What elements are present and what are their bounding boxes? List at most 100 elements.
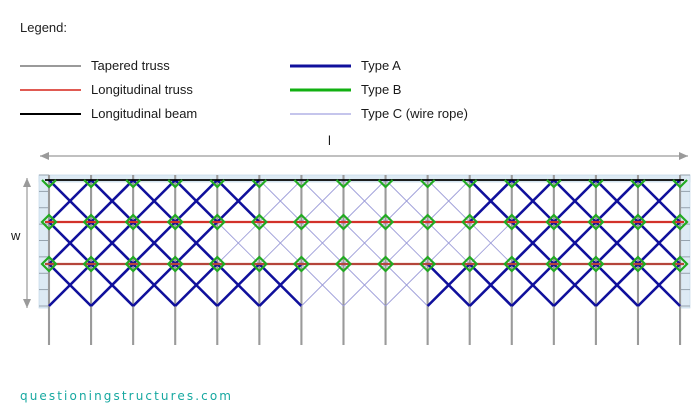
legend-title: Legend: [20,20,67,35]
type-b-node [377,255,395,273]
type-a-diagonal [48,179,92,223]
type-b-node [461,179,478,189]
type-c-diagonal [427,179,471,223]
type-a-diagonal [552,263,597,307]
legend-item-type-b: Type B [290,78,468,102]
type-b-node [208,213,226,231]
legend-column-right: Type A Type B Type C (wire rope) [290,54,468,126]
type-b-node [83,179,99,189]
type-c-diagonal [427,221,471,265]
type-a-diagonal [510,179,555,223]
type-a-diagonal [174,263,219,307]
type-a-diagonal [552,221,597,265]
deck-band-top [38,174,691,183]
type-a-diagonal [90,221,135,265]
type-b-node [167,179,183,189]
type-b-node [503,255,521,273]
type-b-node [166,255,184,273]
watermark: questioningstructures.com [20,389,234,403]
type-b-node [293,179,310,189]
type-b-node [124,255,142,273]
legend-item-type-a: Type A [290,54,468,78]
legend-label: Type A [361,58,401,73]
type-a-diagonal [468,263,513,307]
dimension-arrow-width-head-bottom [23,299,31,308]
type-b-node [250,255,268,273]
type-b-node [419,213,437,231]
legend-label: Tapered truss [91,58,170,73]
type-b-node [672,179,688,189]
type-b-node [588,179,604,189]
type-c-diagonal [343,221,386,265]
truss-svg-canvas [23,152,691,345]
type-a-diagonal [258,263,303,307]
type-b-node [377,179,394,189]
type-c-diagonal [385,221,428,265]
dimension-arrow-length-head-right [679,152,688,160]
truss-elevation-diagram [0,125,700,360]
type-b-node [292,213,310,231]
legend-item-longitudinal-truss: Longitudinal truss [20,78,197,102]
type-a-diagonal [510,263,555,307]
type-c-diagonal [259,179,302,223]
type-b-node [208,255,226,273]
type-a-diagonal [637,179,681,223]
type-b-node [41,179,57,189]
legend-label: Longitudinal beam [91,106,198,121]
type-b-node [292,255,310,273]
type-a-diagonal [132,221,177,265]
type-b-node [587,213,605,231]
type-b-node [503,213,521,231]
type-b-node [125,179,141,189]
type-b-node [671,213,689,231]
type-b-node [629,213,647,231]
type-b-node [334,213,353,231]
type-c-diagonal [301,221,344,265]
type-b-node [461,255,479,273]
type-c-diagonal [216,221,260,265]
type-b-node [82,255,100,273]
type-b-node [545,213,563,231]
type-a-diagonal [637,221,681,265]
type-a-diagonal [90,263,135,307]
type-a-diagonal [552,179,597,223]
type-b-node [419,179,436,189]
type-b-node [124,213,142,231]
dimension-arrow-width-head-top [23,178,31,187]
type-a-diagonal [594,263,639,307]
type-b-node [40,213,58,231]
type-b-node [545,255,563,273]
dimension-label-length: l [328,133,331,148]
type-a-diagonal [216,179,261,223]
type-b-node [250,213,268,231]
deck-band-right [679,174,691,309]
type-b-node [40,255,58,273]
legend-column-left: Tapered truss Longitudinal truss Longitu… [20,54,197,126]
dimension-label-width: w [11,228,21,243]
type-b-node [251,179,268,189]
type-b-node [335,179,352,189]
legend-label: Type B [361,82,402,97]
type-b-node [629,255,647,273]
type-c-diagonal [385,263,428,307]
type-a-diagonal [216,263,261,307]
type-a-diagonal [174,221,219,265]
type-a-diagonal [90,179,135,223]
type-b-node [334,255,353,273]
type-b-node [587,255,605,273]
type-b-node [166,213,184,231]
type-c-diagonal [343,179,386,223]
type-a-diagonal [594,179,639,223]
type-a-diagonal [637,263,681,307]
type-c-diagonal [385,179,428,223]
type-a-diagonal [426,263,471,307]
type-b-node [461,213,479,231]
type-b-node [419,255,437,273]
type-a-diagonal [48,221,92,265]
type-c-diagonal [343,263,386,307]
type-b-node [82,213,100,231]
dimension-arrow-length-head-left [40,152,49,160]
deck-band-left [38,174,50,309]
legend-item-longitudinal-beam: Longitudinal beam [20,102,197,126]
